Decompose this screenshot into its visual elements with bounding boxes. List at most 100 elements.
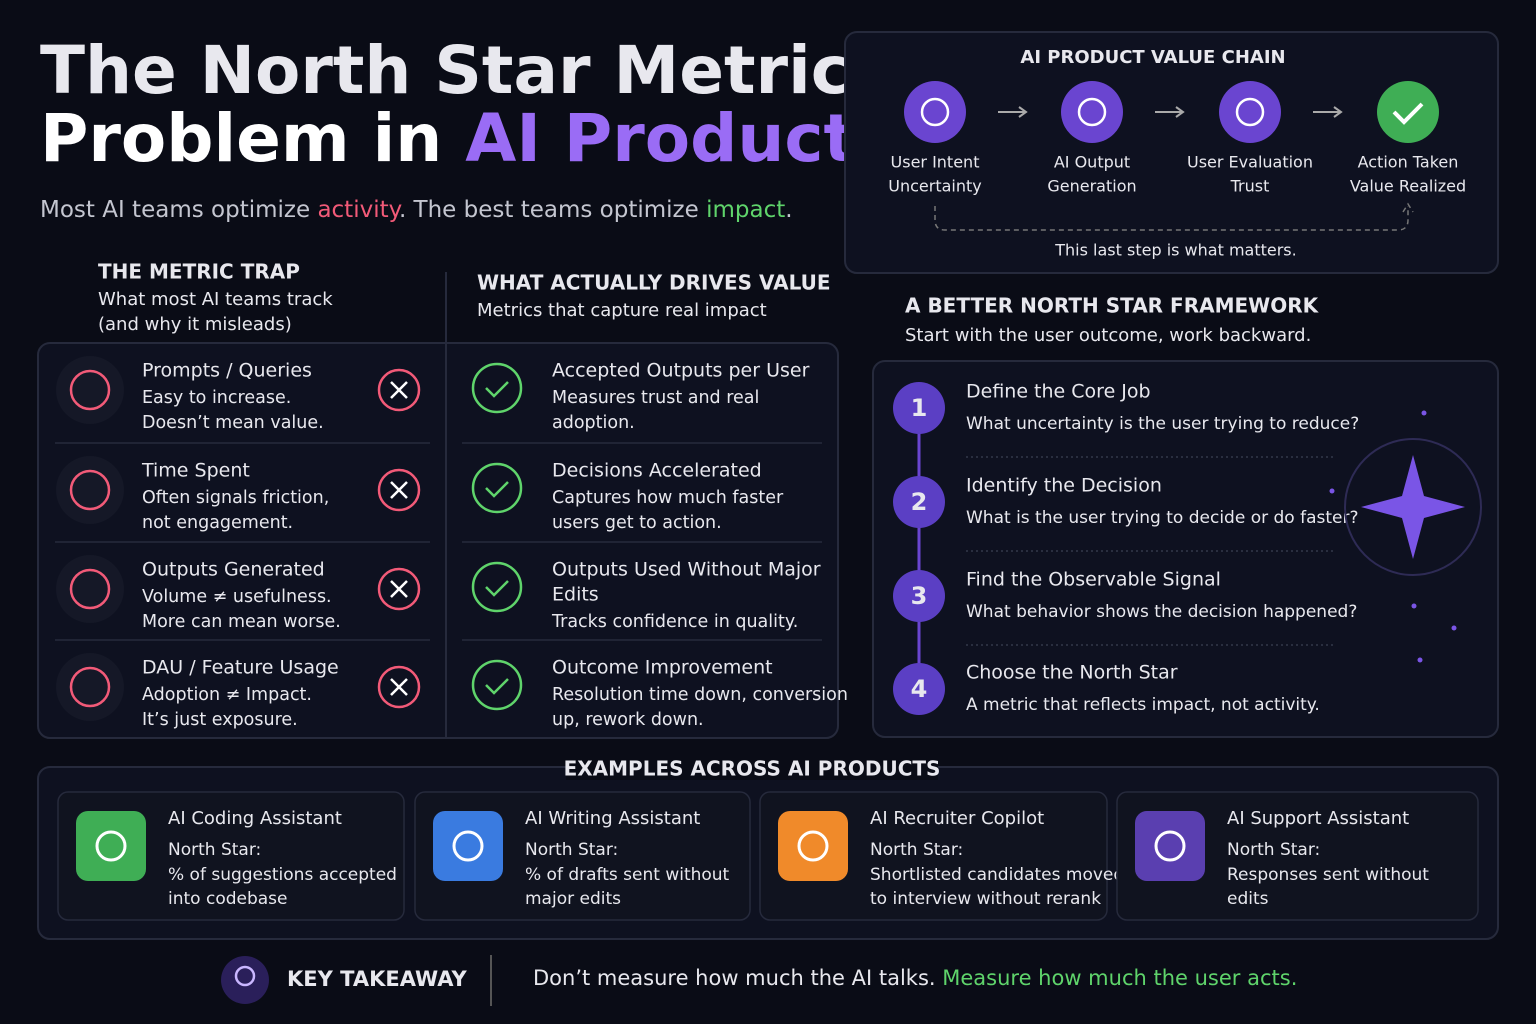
star-dot <box>1421 410 1427 416</box>
chain-icon <box>1377 81 1439 143</box>
metric-title: DAU / Feature Usage <box>142 657 339 679</box>
x-icon-glyph <box>390 381 408 399</box>
metric-text: Adoption ≠ Impact. <box>142 685 312 705</box>
chain-label: Trust <box>1230 177 1270 196</box>
metric-icon <box>56 356 124 424</box>
metric-text: It’s just exposure. <box>142 710 298 730</box>
takeaway-icon <box>221 956 269 1004</box>
example-label: North Star: <box>870 840 963 860</box>
example-text: Responses sent without <box>1227 865 1429 885</box>
step-title: Identify the Decision <box>966 475 1162 497</box>
example-text: edits <box>1227 889 1269 909</box>
example-icon-glyph <box>452 830 484 862</box>
title-line: The North Star Metric <box>40 32 850 109</box>
takeaway-text-part: Don’t measure how much the AI talks. <box>533 966 942 990</box>
value-text: users get to action. <box>552 513 722 533</box>
section-subheading: What most AI teams track <box>98 289 333 310</box>
star-dot <box>1417 657 1423 663</box>
chain-icon-glyph <box>920 97 950 127</box>
example-icon-glyph <box>95 830 127 862</box>
step-number: 4 <box>911 675 928 703</box>
chain-label: AI Output <box>1054 153 1130 172</box>
section-subheading: Metrics that capture real impact <box>477 300 767 321</box>
subtitle-part: . The best teams optimize <box>399 197 706 223</box>
metric-icon <box>56 653 124 721</box>
x-icon-glyph <box>390 678 408 696</box>
metric-text: Doesn’t mean value. <box>142 413 324 433</box>
value-text: Tracks confidence in quality. <box>551 612 798 632</box>
framework-panel <box>872 360 1499 738</box>
step-circle <box>893 476 945 528</box>
metric-icon <box>56 555 124 623</box>
value-chain-panel <box>844 31 1499 274</box>
subtitle-part: Most AI teams optimize <box>40 197 317 223</box>
value-text: up, rework down. <box>552 710 704 730</box>
section-heading: A BETTER NORTH STAR FRAMEWORK <box>905 294 1320 318</box>
chain-heading: AI PRODUCT VALUE CHAIN <box>1020 47 1285 68</box>
example-name: AI Support Assistant <box>1227 808 1409 829</box>
example-label: North Star: <box>525 840 618 860</box>
step-number: 2 <box>911 488 928 516</box>
check-icon <box>471 362 523 414</box>
check-icon-glyph <box>485 381 509 398</box>
metric-text: not engagement. <box>142 513 293 533</box>
heading-backdrop <box>566 756 938 780</box>
step-number: 3 <box>911 582 928 610</box>
example-icon-glyph <box>797 830 829 862</box>
step-circle <box>893 570 945 622</box>
value-text: Resolution time down, conversion <box>552 685 848 705</box>
value-title: Outcome Improvement <box>552 657 773 679</box>
value-text: Captures how much faster <box>552 488 784 508</box>
step-title: Choose the North Star <box>966 662 1178 684</box>
check-icon-glyph <box>485 678 509 695</box>
x-icon-glyph <box>390 580 408 598</box>
x-icon-glyph <box>390 481 408 499</box>
section-subheading: (and why it misleads) <box>98 314 292 335</box>
section-heading: THE METRIC TRAP <box>98 260 300 284</box>
metric-text: Easy to increase. <box>142 388 291 408</box>
chain-arrow <box>1155 106 1185 118</box>
takeaway-text-part: Measure how much the user acts. <box>942 966 1297 990</box>
value-title: Edits <box>552 584 599 606</box>
check-icon <box>471 462 523 514</box>
subtitle: Most AI teams optimize activity. The bes… <box>40 197 793 223</box>
metric-text: Often signals friction, <box>142 488 329 508</box>
example-icon <box>76 811 146 881</box>
example-name: AI Coding Assistant <box>168 808 342 829</box>
value-title: Outputs Used Without Major <box>552 559 821 581</box>
star-dot <box>1411 603 1417 609</box>
metric-icon-glyph <box>69 568 111 610</box>
example-text: into codebase <box>168 889 288 909</box>
takeaway-icon-glyph <box>234 965 256 987</box>
step-question: What behavior shows the decision happene… <box>966 602 1357 622</box>
metric-icon <box>56 456 124 524</box>
metric-icon-glyph <box>69 369 111 411</box>
example-icon <box>1135 811 1205 881</box>
metric-title: Prompts / Queries <box>142 360 312 382</box>
step-title: Find the Observable Signal <box>966 569 1221 591</box>
value-title: Decisions Accelerated <box>552 460 762 482</box>
check-icon-glyph <box>485 481 509 498</box>
value-title: Accepted Outputs per User <box>552 360 810 382</box>
chain-label: User Evaluation <box>1187 153 1313 172</box>
chain-icon <box>1061 81 1123 143</box>
title-line-part: Problem in <box>40 100 465 177</box>
step-title: Define the Core Job <box>966 381 1151 403</box>
example-icon <box>433 811 503 881</box>
title-line-part: AI Products <box>465 100 894 177</box>
example-text: major edits <box>525 889 621 909</box>
example-text: to interview without rerank <box>870 889 1101 909</box>
section-heading: EXAMPLES ACROSS AI PRODUCTS <box>564 757 941 781</box>
metric-icon-glyph <box>69 666 111 708</box>
step-circle <box>893 663 945 715</box>
title-line: Problem in AI Products <box>40 100 894 177</box>
check-icon <box>471 561 523 613</box>
chain-icon <box>1219 81 1281 143</box>
x-icon <box>377 368 421 412</box>
star-dot <box>1329 488 1335 494</box>
chain-icon-glyph <box>1235 97 1265 127</box>
star-ring <box>1344 438 1482 576</box>
chain-bracket <box>934 202 1414 231</box>
example-label: North Star: <box>1227 840 1320 860</box>
